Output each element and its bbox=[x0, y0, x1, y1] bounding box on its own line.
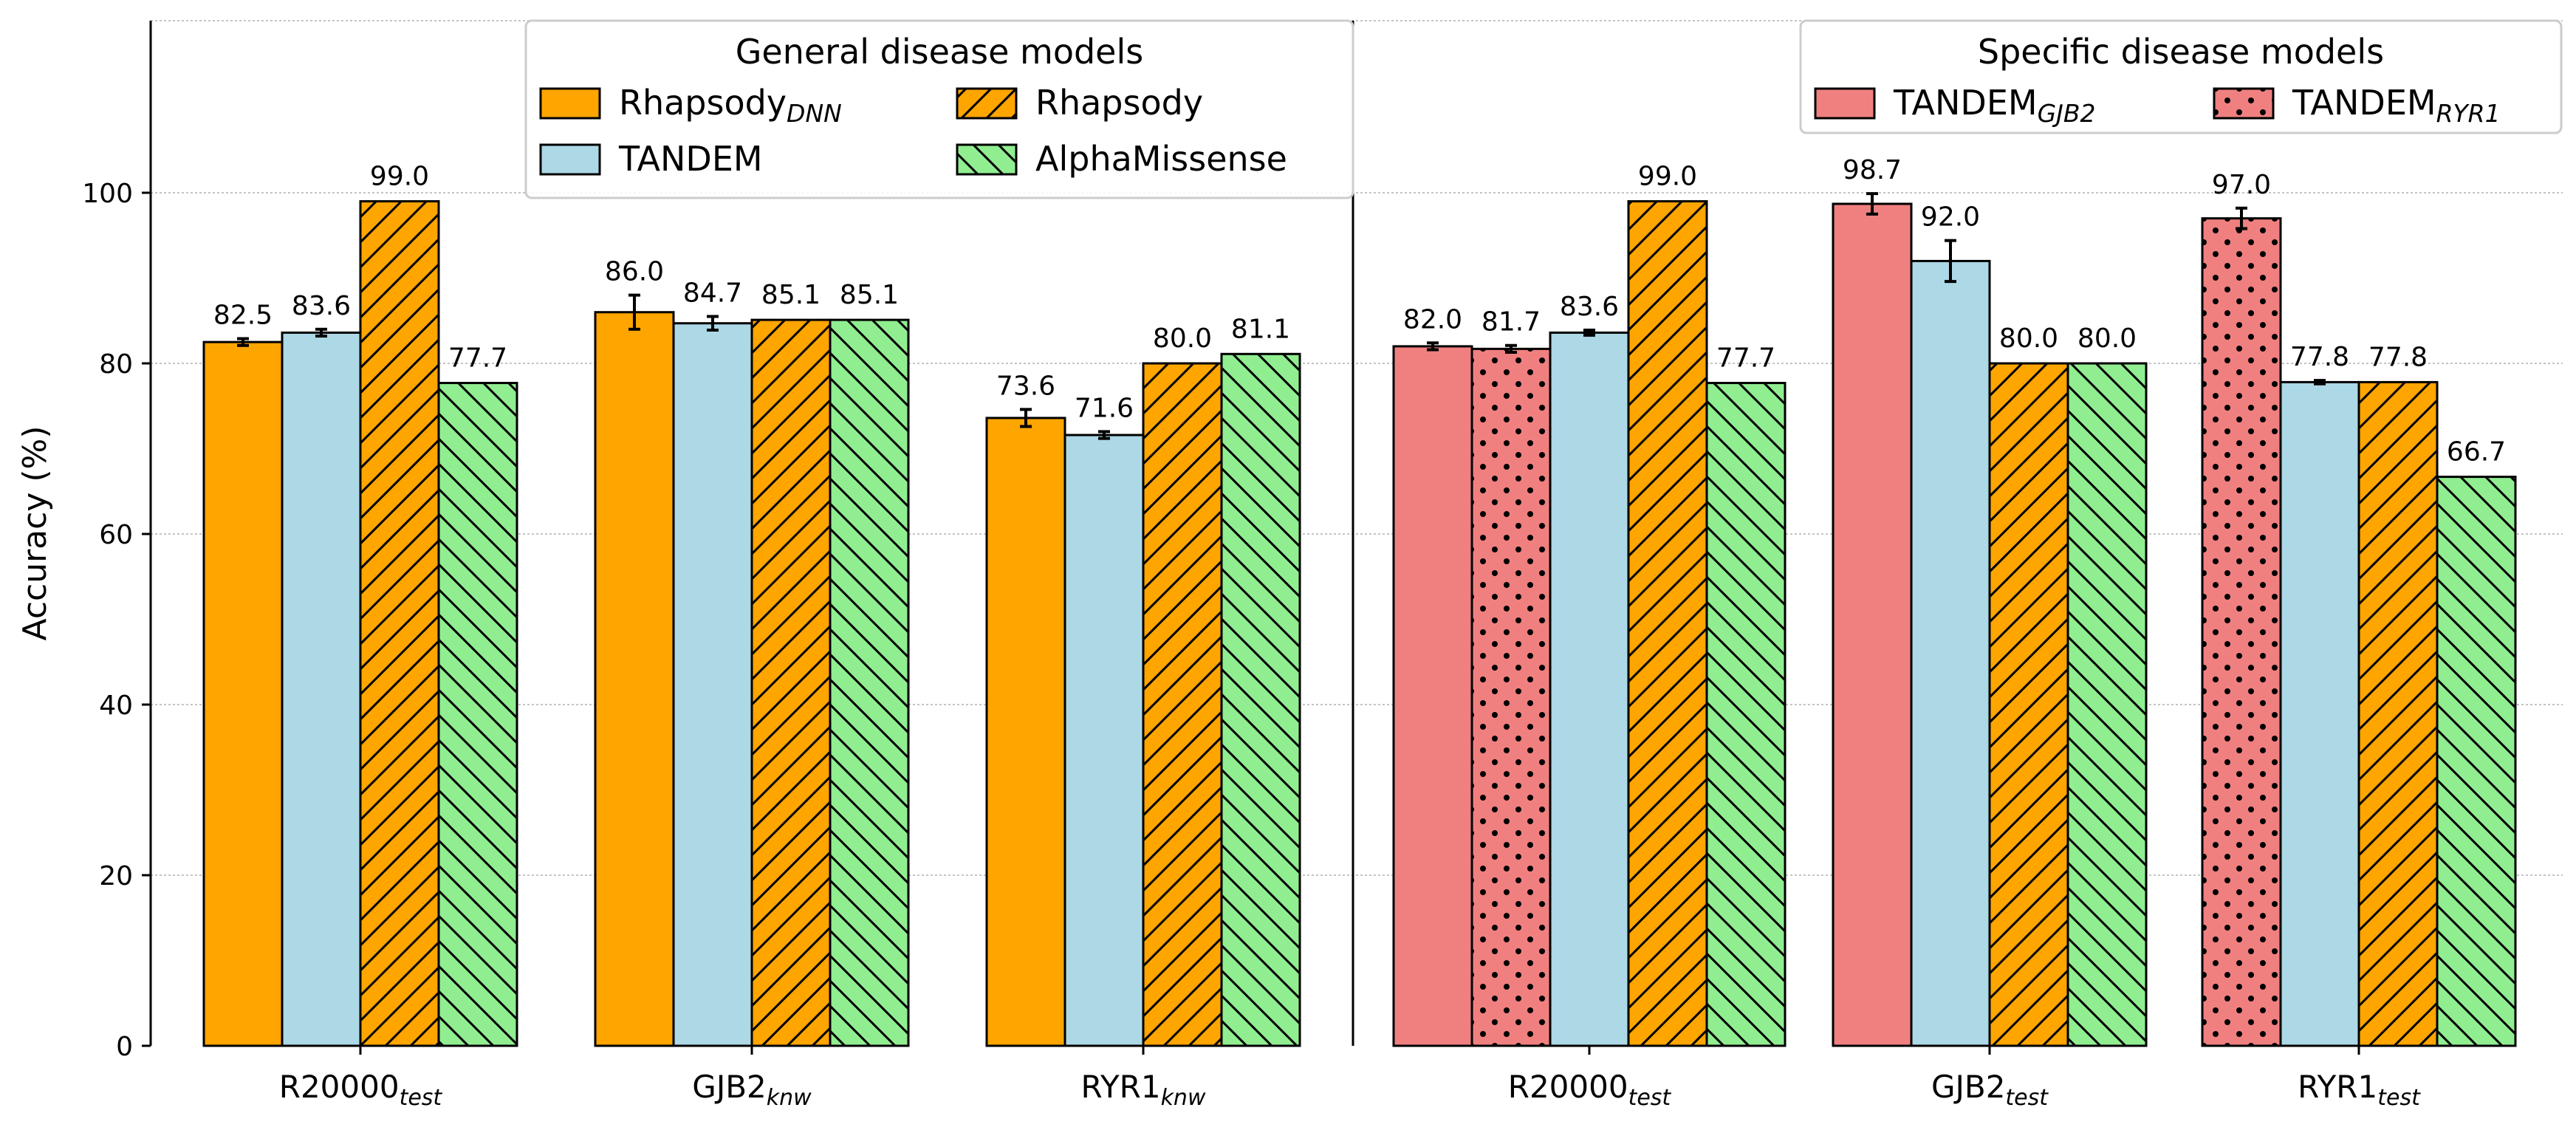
bar-hatch bbox=[1143, 363, 1222, 1046]
legend-entry-label: Rhapsody bbox=[1035, 83, 1203, 123]
bar bbox=[282, 332, 360, 1046]
y-tick-label: 20 bbox=[99, 861, 133, 891]
bar-outline bbox=[437, 382, 518, 1047]
data-label: 77.7 bbox=[1716, 343, 1775, 374]
bar-hatch bbox=[1707, 383, 1785, 1046]
bar-hatch bbox=[439, 383, 517, 1046]
legend-box bbox=[1799, 19, 2563, 134]
legend-swatch-outline bbox=[539, 87, 601, 120]
data-label: 99.0 bbox=[1638, 162, 1697, 192]
legend-title: General disease models bbox=[736, 32, 1143, 72]
legend-title: Specific disease models bbox=[1978, 32, 2384, 72]
data-label: 85.1 bbox=[761, 280, 821, 310]
data-label: 86.0 bbox=[605, 257, 664, 287]
legend-box bbox=[524, 19, 1354, 199]
y-tick-label: 0 bbox=[116, 1032, 133, 1062]
data-label: 80.0 bbox=[2077, 323, 2137, 354]
bar-hatch bbox=[1628, 201, 1707, 1046]
data-label: 98.7 bbox=[1843, 155, 1902, 185]
legend-swatch-hatch bbox=[957, 89, 1016, 118]
data-label: 97.0 bbox=[2212, 170, 2271, 200]
legend-swatch-outline bbox=[2213, 87, 2275, 120]
x-tick-label: GJB2test bbox=[1931, 1069, 2049, 1111]
data-label: 81.1 bbox=[1231, 314, 1290, 344]
data-label: 85.1 bbox=[840, 280, 899, 310]
x-tick-label: GJB2knw bbox=[692, 1069, 812, 1111]
legend-entry-label: RhapsodyDNN bbox=[619, 83, 842, 128]
legend-swatch-outline bbox=[1814, 87, 1876, 120]
data-label: 77.8 bbox=[2368, 342, 2428, 372]
legend-swatch-hatch bbox=[2214, 89, 2273, 118]
data-label: 81.7 bbox=[1481, 307, 1541, 338]
data-label: 77.7 bbox=[448, 343, 507, 374]
legend-swatch-outline bbox=[539, 143, 601, 176]
bar bbox=[204, 342, 282, 1046]
bar-outline bbox=[1220, 352, 1301, 1047]
y-tick-label: 80 bbox=[99, 349, 133, 380]
x-tick-label: RYR1test bbox=[2298, 1069, 2421, 1111]
legend-swatch bbox=[541, 145, 600, 174]
data-label: 84.7 bbox=[683, 278, 742, 308]
bar-hatch bbox=[830, 320, 908, 1047]
legend-entry-label: TANDEMGJB2 bbox=[1893, 83, 2096, 128]
legend-swatch-hatch bbox=[957, 145, 1016, 174]
x-tick-label: RYR1knw bbox=[1081, 1069, 1206, 1111]
legend-swatch bbox=[1815, 89, 1874, 118]
bar bbox=[674, 323, 752, 1047]
bar-hatch bbox=[2359, 382, 2437, 1046]
data-label: 83.6 bbox=[292, 291, 351, 321]
data-label: 80.0 bbox=[1999, 323, 2058, 354]
y-tick-label: 60 bbox=[99, 520, 133, 550]
bar-hatch bbox=[1222, 354, 1300, 1046]
bar bbox=[1833, 204, 1911, 1046]
y-tick-label: 100 bbox=[82, 179, 133, 209]
bar-outline bbox=[829, 318, 910, 1047]
bar-hatch bbox=[2202, 218, 2281, 1046]
data-label: 83.6 bbox=[1560, 292, 1619, 322]
data-label: 66.7 bbox=[2447, 437, 2506, 468]
legend-entry-label: TANDEM bbox=[618, 139, 763, 179]
legend-swatch-outline bbox=[956, 143, 1018, 176]
bar bbox=[987, 417, 1065, 1046]
data-label: 99.0 bbox=[370, 162, 429, 192]
bar bbox=[1550, 332, 1628, 1046]
bar-hatch bbox=[1990, 363, 2068, 1046]
bar-hatch bbox=[1472, 349, 1550, 1046]
data-label: 80.0 bbox=[1153, 323, 1212, 354]
bar-outline bbox=[2436, 476, 2517, 1047]
x-tick-label: R20000test bbox=[1508, 1069, 1672, 1111]
bar bbox=[1065, 435, 1143, 1046]
data-label: 77.8 bbox=[2290, 342, 2349, 372]
y-tick-label: 40 bbox=[99, 691, 133, 721]
x-tick-label: R20000test bbox=[279, 1069, 443, 1111]
data-label: 73.6 bbox=[996, 371, 1055, 401]
data-label: 82.5 bbox=[213, 301, 273, 331]
bar-hatch bbox=[360, 201, 439, 1046]
data-label: 92.0 bbox=[1921, 202, 1980, 233]
bar bbox=[595, 312, 674, 1046]
y-axis-title: Accuracy (%) bbox=[16, 425, 54, 640]
data-label: 82.0 bbox=[1403, 304, 1462, 335]
legend-entry-label: TANDEMRYR1 bbox=[2292, 83, 2501, 128]
legend-swatch-outline bbox=[956, 87, 1018, 120]
legend-entry-label: AlphaMissense bbox=[1035, 139, 1287, 179]
bar bbox=[1911, 261, 1990, 1046]
bar bbox=[1394, 346, 1472, 1046]
bar-outline bbox=[1705, 382, 1787, 1047]
bar bbox=[2281, 382, 2359, 1046]
legend-swatch bbox=[541, 89, 600, 118]
bar-hatch bbox=[752, 320, 830, 1047]
data-label: 71.6 bbox=[1075, 393, 1134, 423]
bar-hatch bbox=[2068, 363, 2146, 1046]
bar-hatch bbox=[2437, 476, 2515, 1046]
bar-outline bbox=[2066, 362, 2148, 1047]
